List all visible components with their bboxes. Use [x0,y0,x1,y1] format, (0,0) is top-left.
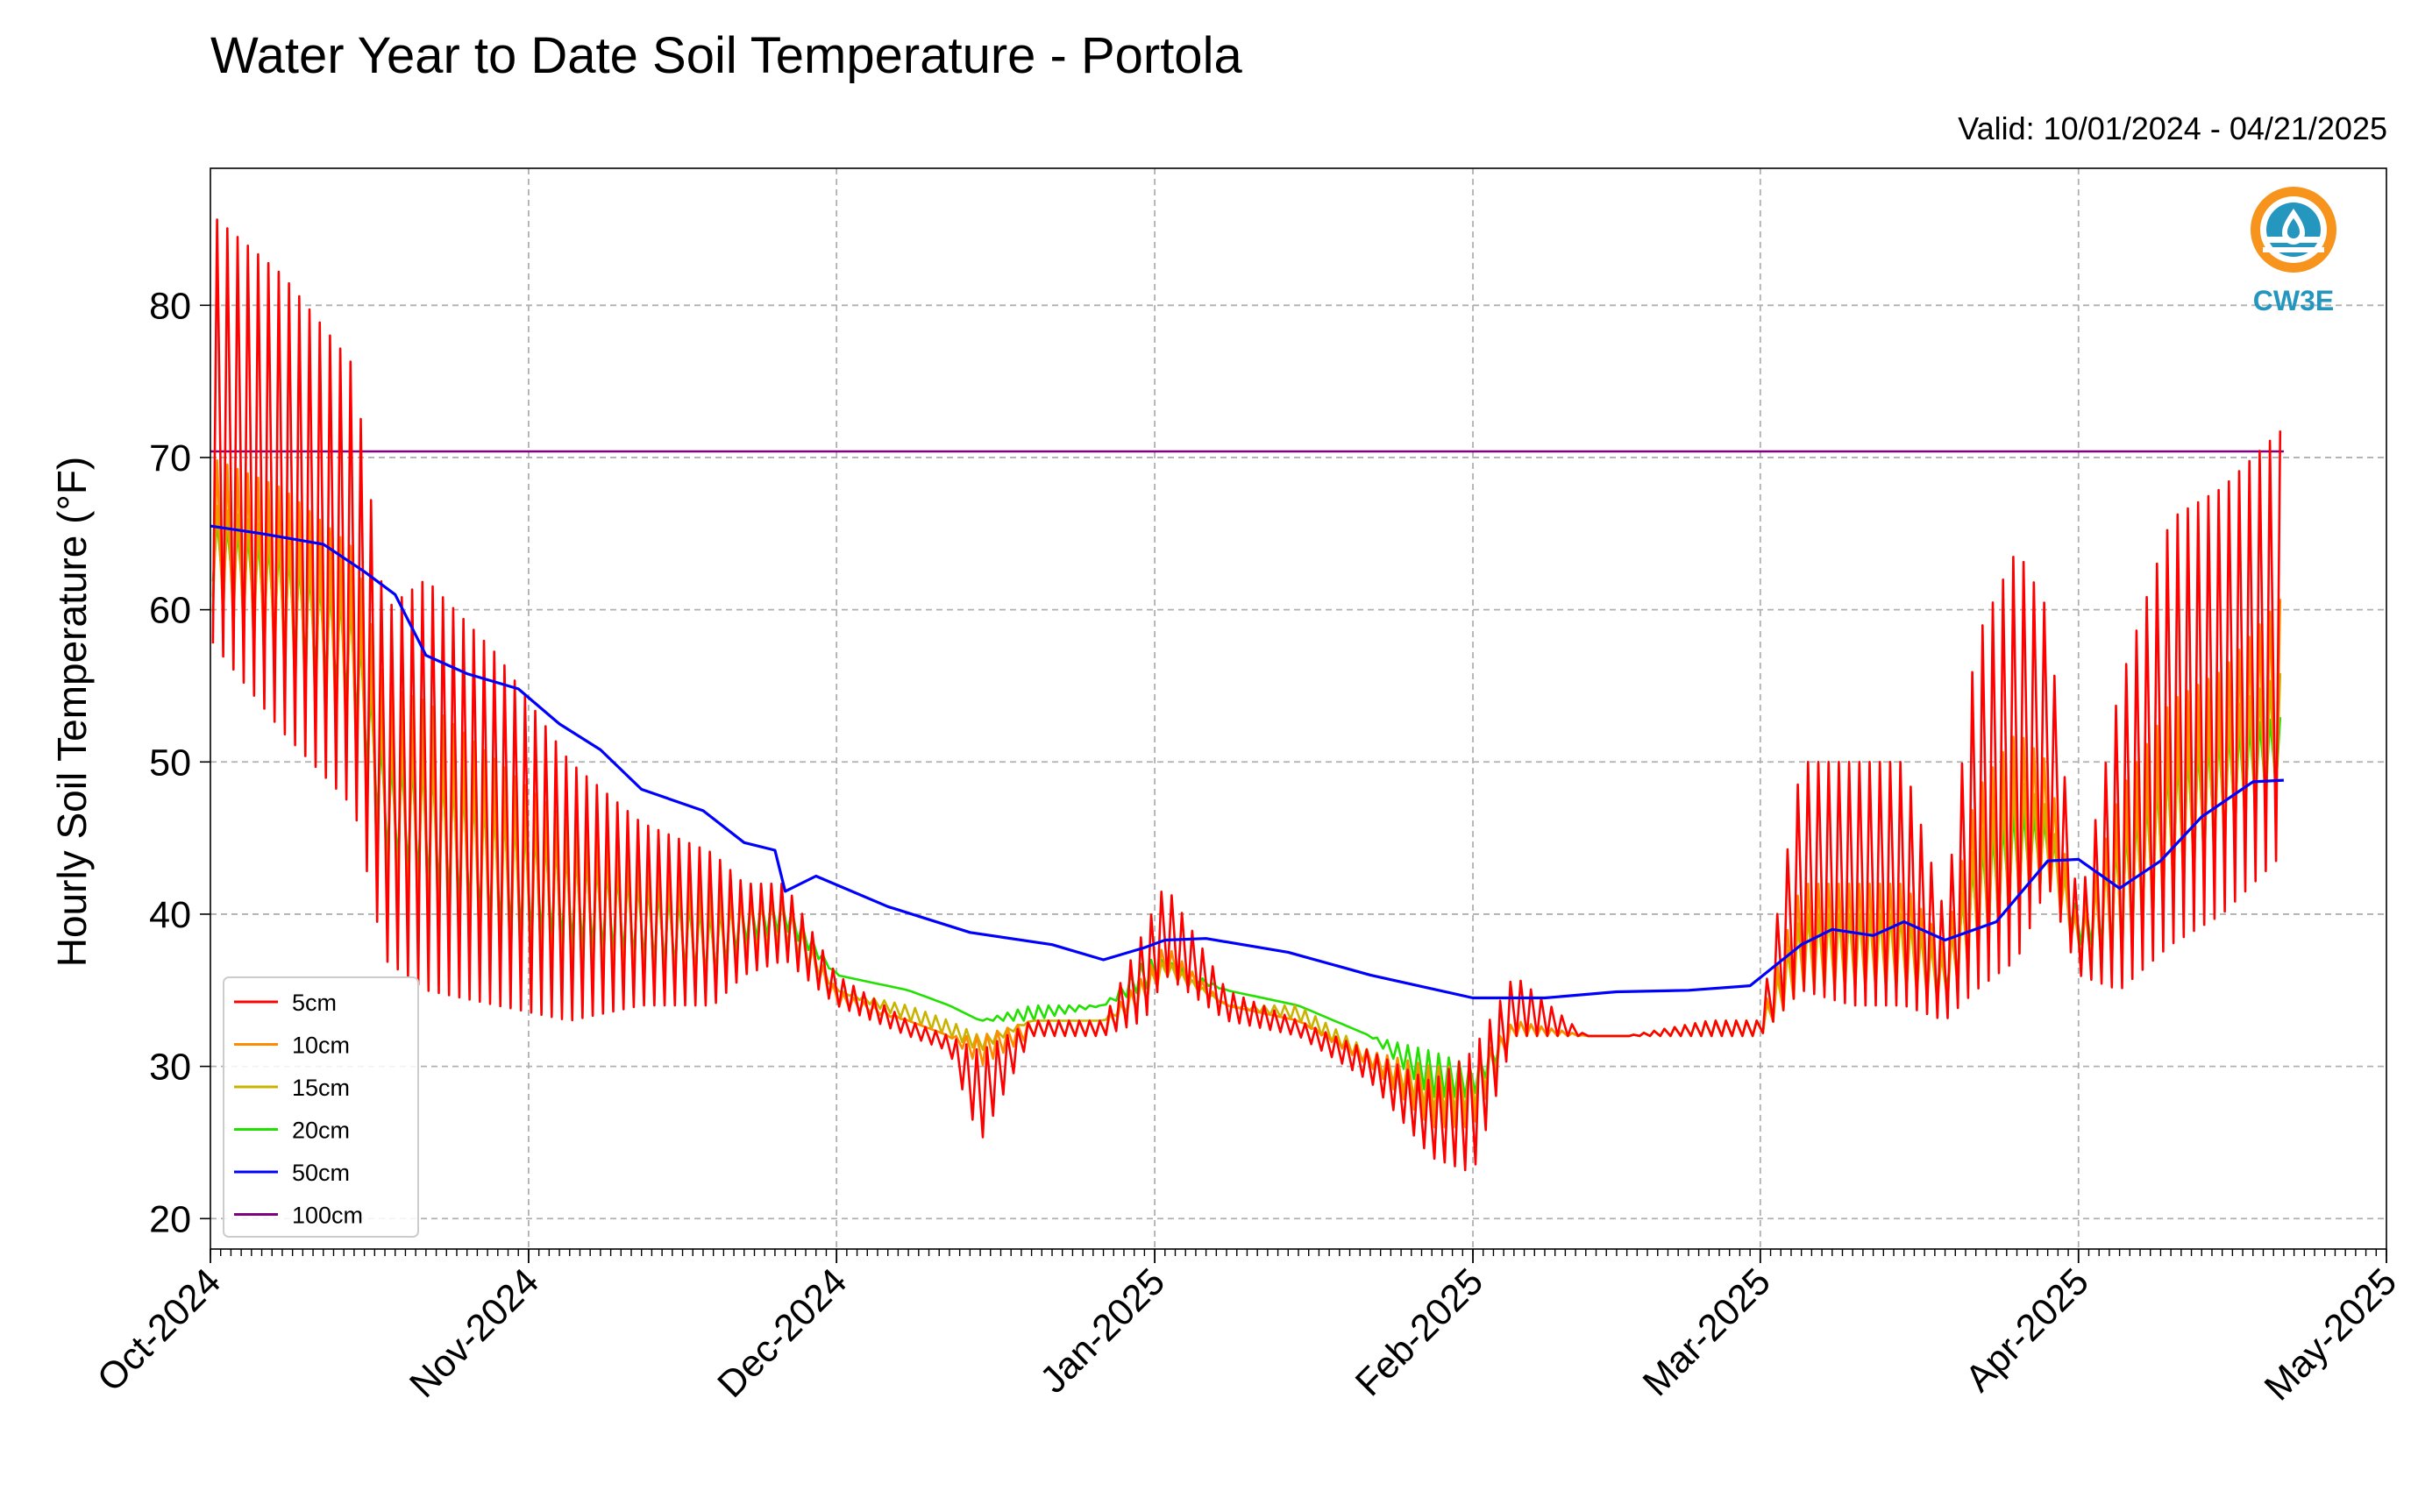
legend: 5cm 10cm 15cm 20cm 50cm 100cm [223,976,419,1238]
legend-label-15cm: 15cm [292,1075,350,1101]
x-tick-label: Dec-2024 [709,1260,855,1406]
legend-label-10cm: 10cm [292,1033,350,1059]
x-tick-label: Mar-2025 [1635,1260,1779,1404]
y-tick-label: 40 [149,894,191,936]
legend-label-50cm: 50cm [292,1160,350,1186]
y-tick-label: 60 [149,590,191,632]
y-tick-label: 30 [149,1047,191,1089]
series-line-50cm [210,524,2284,1000]
y-axis-label: Hourly Soil Temperature (°F) [49,457,95,968]
series-line-5cm [211,218,2282,1172]
x-tick-label: May-2025 [2257,1260,2405,1409]
plot-frame [210,167,2387,1250]
series-lines [210,218,2284,1172]
logo-text: CW3E [2253,285,2334,316]
x-tick-label: Jan-2025 [1032,1260,1173,1402]
y-tick-label: 70 [149,437,191,479]
water-drop-inner-icon [2287,218,2300,238]
x-tick-label: Oct-2024 [89,1260,229,1400]
chart-title: Water Year to Date Soil Temperature - Po… [210,27,1242,84]
legend-box [223,976,419,1238]
cw3e-logo: CW3E [2251,187,2336,316]
y-axis-label-text: Hourly Soil Temperature (°F) [49,457,95,968]
x-tick-label: Feb-2025 [1348,1260,1491,1404]
logo-wave-2 [2263,247,2324,252]
legend-label-5cm: 5cm [292,990,337,1016]
y-tick-label: 50 [149,742,191,784]
x-tick-label: Nov-2024 [402,1260,547,1406]
grid-lines [210,168,2386,1249]
legend-label-20cm: 20cm [292,1118,350,1144]
y-tick-label: 80 [149,285,191,327]
valid-date-range: Valid: 10/01/2024 - 04/21/2025 [1958,110,2387,146]
x-tick-label: Apr-2025 [1958,1260,2097,1400]
legend-label-100cm: 100cm [292,1203,363,1229]
y-tick-label: 20 [149,1198,191,1240]
